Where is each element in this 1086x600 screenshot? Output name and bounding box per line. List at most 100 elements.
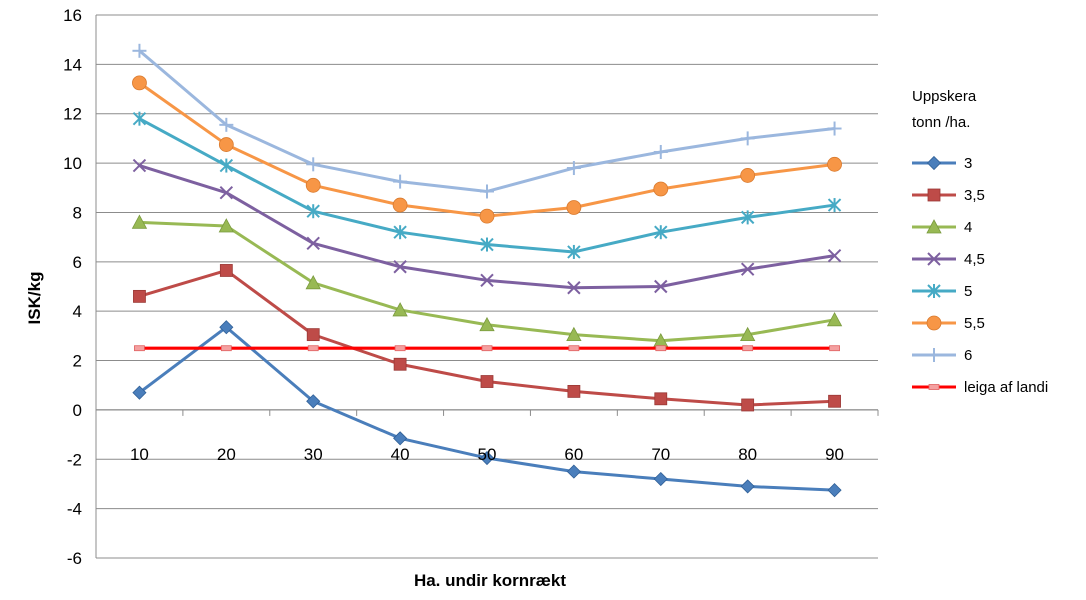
data-point [392,302,408,317]
data-point [306,157,321,172]
data-point [928,384,940,390]
data-point [826,311,843,327]
marker-stroke [740,262,755,276]
axes [95,15,879,558]
gridlines [96,14,878,559]
data-point [653,144,668,159]
x-tick-label: 20 [217,445,236,464]
series-5 [132,111,842,259]
series-3-5 [133,264,841,412]
data-point [827,248,842,263]
marker-stroke [393,260,407,274]
data-point [926,315,942,331]
data-point [133,289,146,303]
x-tick-label: 60 [564,445,583,464]
legend-item: 3,5 [912,187,985,204]
data-point [926,219,942,234]
series-4-5 [132,158,842,295]
data-point [306,328,320,342]
data-point [305,274,321,290]
data-point [306,236,320,251]
y-tick-label: -6 [67,549,82,568]
legend-item: 4,5 [912,251,985,268]
data-point [567,281,581,295]
data-point [480,184,494,199]
data-point [394,345,406,352]
data-point [740,210,755,225]
series-group [131,43,843,498]
data-point [740,168,756,183]
legend-label: 3 [964,155,972,172]
data-point [568,345,580,352]
data-point [132,75,147,91]
data-point [927,348,941,362]
data-point [653,181,669,197]
legend-label: 4,5 [964,251,985,268]
legend-item: 6 [912,347,972,364]
data-point [566,464,581,479]
data-point [927,252,941,266]
legend: Uppskera tonn /ha. 3 3,5 4 4,5 5 5,5 6 leiga af l… [912,88,1048,396]
data-point [218,137,234,152]
data-point [480,237,494,252]
y-tick-label: 14 [63,55,82,74]
series-line [138,49,835,193]
data-point [219,158,234,173]
data-point [479,316,495,332]
legend-label: 4 [964,219,972,236]
data-point [307,345,319,352]
series-5-5 [132,75,842,224]
series-line [138,325,835,492]
data-point [739,326,756,342]
x-tick-label: 40 [391,445,410,464]
marker-stroke [480,273,494,288]
data-point [654,225,668,240]
data-point [306,204,320,219]
y-tick-label: -2 [67,450,82,469]
y-tick-label: 0 [73,401,82,420]
data-point [306,394,321,409]
data-point [132,43,147,58]
data-point [220,345,232,352]
legend-title: tonn /ha. [912,114,970,131]
data-point [480,375,494,388]
data-point [481,345,493,352]
data-point [132,158,147,173]
series-4 [131,214,843,348]
x-tick-label: 80 [738,445,757,464]
legend-label: leiga af landi [964,379,1048,396]
marker-stroke [219,186,234,200]
legend-item: 3 [912,155,972,172]
data-point [393,225,407,240]
data-point [305,177,321,193]
data-point [566,326,582,342]
data-point [131,214,148,229]
data-point [218,218,235,233]
y-tick-label: 12 [63,105,82,124]
legend-item: 5 [912,283,972,300]
data-point [827,483,842,498]
x-tick-label: 10 [130,445,149,464]
data-point [655,345,667,352]
data-point [740,262,755,276]
data-point [479,208,495,224]
data-point [566,200,582,215]
data-point [567,384,581,398]
x-axis-title: Ha. undir kornrækt [414,571,566,590]
data-point [828,394,841,408]
y-tick-label: 16 [63,6,82,25]
y-axis-title: ISK/kg [25,272,44,325]
legend-item: 5,5 [912,315,985,332]
marker-stroke [306,236,320,251]
marker-stroke [927,252,941,266]
y-tick-label: 6 [73,253,82,272]
data-point [927,188,941,202]
data-point [654,392,668,406]
data-point [567,244,581,259]
data-point [134,345,145,352]
series-line [138,164,835,290]
data-point [827,156,842,172]
data-point [740,479,755,494]
data-point [927,284,941,298]
